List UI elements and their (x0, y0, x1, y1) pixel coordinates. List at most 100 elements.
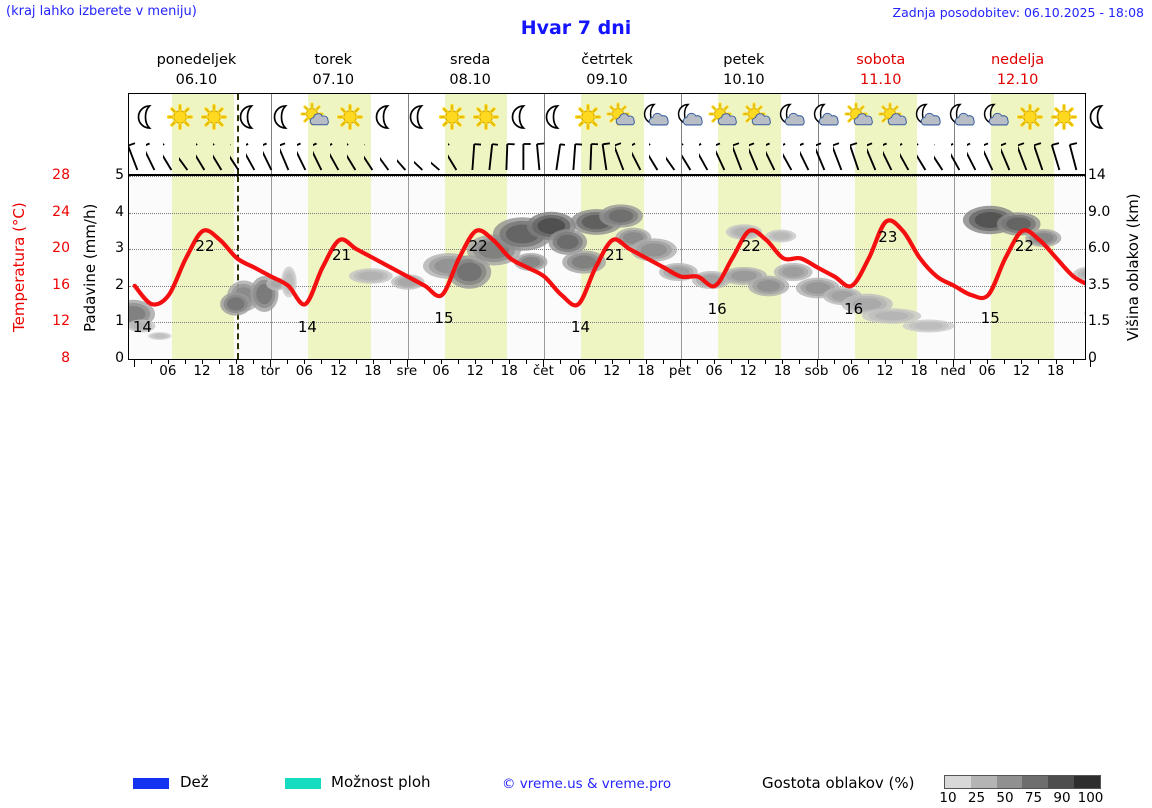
wind-barb-icon (850, 138, 867, 172)
wind-barb (850, 138, 867, 174)
precipitation-tick: 5 (102, 167, 124, 183)
temperature-point-label: 23 (878, 228, 897, 246)
wind-barb (1018, 138, 1035, 174)
wind-barb (816, 138, 833, 174)
wind-barb (615, 138, 632, 174)
wind-barb (900, 138, 917, 174)
wind-barb (800, 138, 817, 174)
moon-icon (401, 102, 435, 132)
time-label: 12 (603, 363, 620, 379)
time-label: 18 (1047, 363, 1064, 379)
wind-barb-icon (330, 138, 347, 172)
weather-icon-cell (265, 96, 299, 138)
time-label: 12 (740, 363, 757, 379)
wind-barb (649, 138, 666, 174)
time-label: ned (940, 363, 965, 379)
temperature-tick: 28 (36, 167, 70, 183)
wind-barb-icon (230, 138, 247, 172)
wind-barb-icon (883, 138, 900, 172)
time-tick (1090, 360, 1091, 367)
wind-barb (833, 138, 850, 174)
wind-barb-icon (179, 138, 196, 172)
copyright-link[interactable]: © vreme.us & vreme.pro (502, 776, 671, 792)
weather-icon-cell (401, 96, 435, 138)
cloud-density-swatch (971, 776, 997, 788)
showers-legend-swatch (285, 778, 321, 789)
time-label: 12 (193, 363, 210, 379)
weather-icon-cell (129, 96, 163, 138)
wind-barb (984, 138, 1001, 174)
wind-barb (297, 138, 314, 174)
time-label: 18 (364, 363, 381, 379)
sun-icon (435, 102, 469, 132)
cloud-height-tick: 14 (1088, 167, 1120, 183)
wind-barb-icon (649, 138, 666, 172)
time-label: 12 (467, 363, 484, 379)
sun-icon (1013, 102, 1047, 132)
cloud-density-scale-label: 100 (1078, 790, 1104, 806)
moon-cloud-icon (775, 102, 809, 132)
weather-icon-cell (435, 96, 469, 138)
weather-icon-cell (197, 96, 231, 138)
wind-barb-icon (733, 138, 750, 172)
wind-barb (246, 138, 263, 174)
moon-icon (537, 102, 571, 132)
time-tick (560, 360, 561, 364)
time-label: 06 (842, 363, 859, 379)
weather-icon-cell (1013, 96, 1047, 138)
time-tick (526, 360, 527, 364)
time-tick (868, 360, 869, 364)
temperature-point-label: 15 (434, 309, 453, 327)
day-date: 09.10 (539, 70, 676, 90)
moon-cloud-icon (673, 102, 707, 132)
time-label: 18 (774, 363, 791, 379)
temperature-tick: 12 (36, 313, 70, 329)
wind-barb (548, 138, 565, 174)
wind-barb-icon (1034, 138, 1051, 172)
temperature-point-label: 14 (133, 318, 152, 336)
wind-barb (280, 138, 297, 174)
wind-barb-icon (515, 138, 532, 172)
wind-barb (263, 138, 280, 174)
cloud-density-legend-title: Gostota oblakov (%) (762, 774, 915, 792)
wind-barb (464, 138, 481, 174)
time-tick (629, 360, 630, 364)
sun-icon (1047, 102, 1081, 132)
sun-cloud-icon (299, 102, 333, 132)
wind-barb (414, 138, 431, 174)
wind-barb-icon (1051, 138, 1068, 172)
last-update-text: Zadnja posodobitev: 06.10.2025 - 18:08 (893, 5, 1144, 20)
temperature-point-label: 22 (1015, 237, 1034, 255)
weather-icon-cell (911, 96, 945, 138)
wind-barb (565, 138, 582, 174)
weather-icon-cell (945, 96, 979, 138)
sun-cloud-icon (707, 102, 741, 132)
day-name: sobota (812, 50, 949, 70)
wind-barb (766, 138, 783, 174)
wind-barb-icon (347, 138, 364, 172)
wind-barb (230, 138, 247, 174)
time-tick (458, 360, 459, 364)
cloud-height-tick: 9.0 (1088, 204, 1120, 220)
time-tick (799, 360, 800, 364)
sun-icon (571, 102, 605, 132)
time-tick (185, 360, 186, 364)
time-label: tor (261, 363, 280, 379)
time-label: 06 (706, 363, 723, 379)
time-label: 18 (637, 363, 654, 379)
wind-barb (632, 138, 649, 174)
precipitation-tick: 0 (102, 350, 124, 366)
time-label: čet (533, 363, 554, 379)
temperature-tick: 16 (36, 277, 70, 293)
weather-icon-cell (299, 96, 333, 138)
forecast-plot: 142214211522142116221623152215 (128, 175, 1086, 360)
cloud-height-tick: 6.0 (1088, 240, 1120, 256)
time-tick (1073, 360, 1074, 364)
wind-barb-icon (800, 138, 817, 172)
wind-barb-icon (615, 138, 632, 172)
cloud-height-axis-title: Višina oblakov (km) (1120, 180, 1146, 355)
moon-cloud-icon (809, 102, 843, 132)
